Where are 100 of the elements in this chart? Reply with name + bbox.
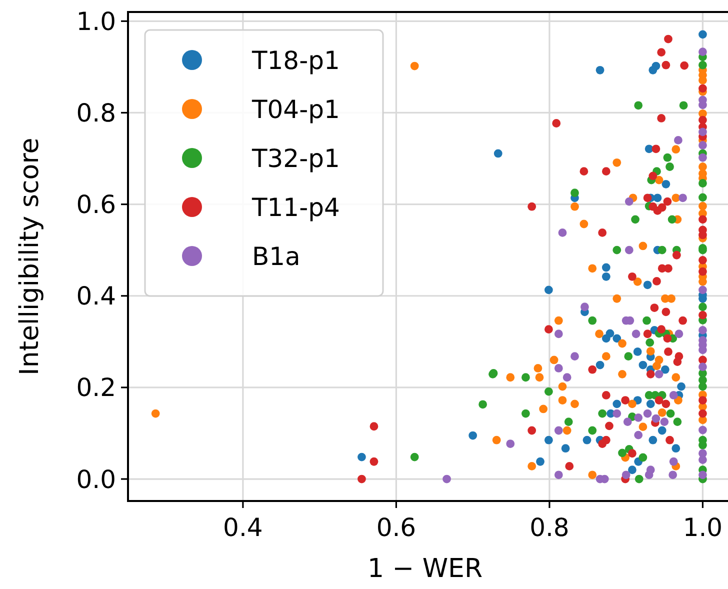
point [612,400,622,408]
legend-label: T32-p1 [251,144,340,173]
point [612,409,622,418]
point [624,197,634,206]
point [561,444,570,453]
point [558,228,567,237]
point [633,348,642,356]
point [669,457,678,466]
point [596,66,604,74]
x-tick-label: 0.8 [530,513,570,542]
point [358,452,366,462]
legend-label: B1a [252,242,300,271]
point [602,263,610,272]
point [698,30,707,39]
point [663,153,672,162]
point [570,188,579,198]
point [602,334,610,343]
point [660,365,670,374]
point [618,448,626,458]
point [668,215,676,224]
point [698,48,707,56]
point [522,373,530,382]
y-tick-label: 0.2 [76,373,116,402]
point [698,302,707,312]
point [698,141,707,150]
point [544,286,553,294]
point [622,470,630,480]
point [506,440,515,448]
legend-label: T04-p1 [251,94,340,124]
point [570,352,579,361]
point [632,330,640,338]
point [658,426,666,435]
point [602,272,610,281]
point [698,470,707,480]
y-axis-title: Intelligibility score [15,138,45,376]
point [672,444,680,453]
point [634,413,643,422]
point [679,101,688,110]
point [698,153,707,162]
point [562,373,572,382]
point [612,246,622,254]
point [646,400,655,408]
point [677,382,686,391]
point [582,436,592,444]
y-tick-label: 0.6 [76,190,116,220]
point [588,316,597,325]
point [544,436,553,444]
point [662,180,670,188]
y-tick-label: 0.4 [76,282,116,311]
point [673,418,682,426]
point [674,330,684,338]
point [596,360,604,370]
legend-label: T11-p4 [251,192,340,222]
point [668,470,678,480]
point [631,215,640,224]
point [634,474,644,484]
point [410,452,419,462]
point [652,414,660,423]
y-tick-label: 0.0 [76,464,116,494]
point [554,364,563,372]
point [544,387,553,396]
legend-label: T18-p1 [251,46,340,75]
point [698,362,707,372]
point [638,453,648,462]
point [494,149,502,158]
point [669,391,678,400]
point [554,470,563,480]
point [653,194,662,202]
point [698,193,707,202]
x-tick-label: 1.0 [682,513,723,542]
point [678,194,687,202]
x-tick-label: 0.6 [376,513,416,542]
point [554,426,563,435]
point [580,302,589,312]
point [643,409,652,418]
point [624,352,633,361]
point [644,470,654,480]
point [674,136,682,144]
point [468,431,478,440]
point [638,360,648,370]
point [666,162,674,171]
point [442,474,451,484]
point [634,101,643,110]
point [478,400,487,409]
point [554,330,563,338]
point [634,430,643,440]
point [564,418,573,426]
point [698,179,707,188]
point [642,316,651,325]
point [698,426,707,434]
point [643,280,652,290]
point [522,409,530,418]
point [588,426,597,435]
point [644,144,654,154]
point [698,60,707,70]
y-tick-label: 1.0 [76,6,116,36]
point [654,370,664,378]
point [658,246,666,254]
point [628,466,636,474]
point [698,286,707,294]
